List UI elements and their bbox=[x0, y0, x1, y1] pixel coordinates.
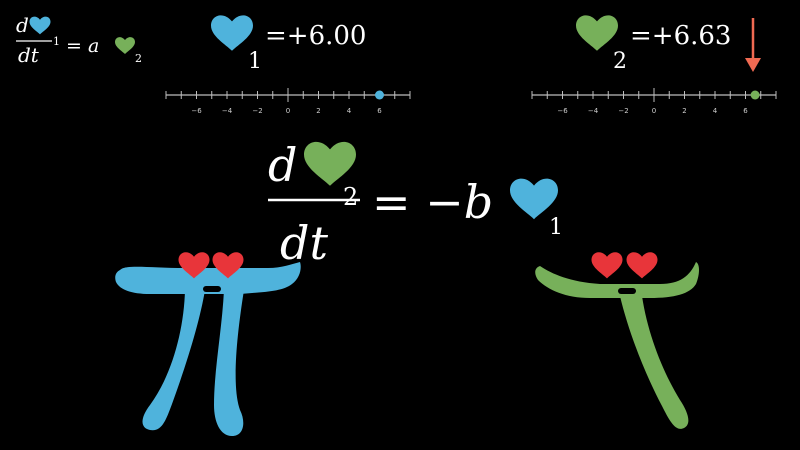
number-line-tick-label: −6 bbox=[557, 107, 568, 115]
number-line-tick-label: 0 bbox=[286, 107, 290, 115]
number-line-tick-label: 6 bbox=[377, 107, 382, 115]
pi-mouth bbox=[203, 286, 221, 292]
readout-blue-subscript: 1 bbox=[248, 49, 262, 74]
small-eq-equals-a: = a bbox=[66, 35, 99, 57]
number-line-tick-label: 0 bbox=[652, 107, 656, 115]
pi-left-leg bbox=[142, 290, 205, 431]
number-line-tick-label: −4 bbox=[588, 107, 599, 115]
pi-character bbox=[115, 252, 301, 436]
heart-icon bbox=[211, 15, 253, 51]
pi-top-bar bbox=[115, 262, 301, 294]
number-line-tick-label: −4 bbox=[222, 107, 233, 115]
heart-icon bbox=[29, 16, 51, 35]
small-eq-denominator: dt bbox=[18, 43, 40, 67]
main-eq-numerator-d: d bbox=[268, 138, 297, 192]
number-line-tick-label: −6 bbox=[191, 107, 202, 115]
number-line-green: −6 −4 −2 0 2 4 6 bbox=[531, 88, 777, 115]
tau-top-bar bbox=[535, 262, 699, 298]
tau-character bbox=[535, 252, 699, 429]
number-line-tick-label: −2 bbox=[618, 107, 628, 115]
small-eq-numerator-d: d bbox=[16, 13, 29, 37]
heart-icon bbox=[304, 141, 356, 186]
main-eq-equals-minus-b: = −b bbox=[372, 175, 493, 229]
heart-icon bbox=[591, 252, 623, 279]
heart-icon bbox=[576, 15, 618, 51]
heart-icon bbox=[626, 252, 658, 279]
number-line-marker bbox=[375, 90, 384, 100]
number-line-tick-label: 2 bbox=[682, 107, 686, 115]
readout-blue-value: =+6.00 bbox=[265, 21, 366, 51]
number-line-tick-label: 2 bbox=[316, 107, 320, 115]
number-line-tick-label: −2 bbox=[252, 107, 262, 115]
small-eq-subscript-2: 2 bbox=[135, 52, 142, 65]
readout-green-value: =+6.63 bbox=[630, 21, 731, 51]
main-eq-denominator: dt bbox=[280, 216, 328, 270]
small-eq-subscript-1: 1 bbox=[53, 35, 60, 48]
tau-leg bbox=[620, 296, 689, 429]
number-line-tick-label: 6 bbox=[743, 107, 748, 115]
heart-icon bbox=[510, 178, 558, 220]
number-line-tick-label: 4 bbox=[713, 107, 718, 115]
number-line-tick-label: 4 bbox=[347, 107, 352, 115]
number-line-blue: −6 −4 −2 0 2 4 6 bbox=[165, 88, 411, 115]
heart-icon bbox=[115, 37, 135, 54]
main-equation: d 2 dt = −b 1 bbox=[268, 138, 563, 270]
tau-mouth bbox=[618, 288, 636, 294]
small-equation: d 1 dt = a 2 bbox=[16, 13, 142, 67]
main-eq-subscript: 1 bbox=[549, 215, 563, 240]
readout-green: 2 =+6.63 bbox=[576, 15, 731, 74]
number-line-marker bbox=[750, 90, 760, 100]
readout-green-subscript: 2 bbox=[613, 49, 627, 74]
down-arrow-icon bbox=[745, 18, 761, 72]
pi-right-leg bbox=[214, 290, 244, 436]
main-eq-superscript: 2 bbox=[343, 183, 358, 211]
readout-blue: 1 =+6.00 bbox=[211, 15, 366, 74]
